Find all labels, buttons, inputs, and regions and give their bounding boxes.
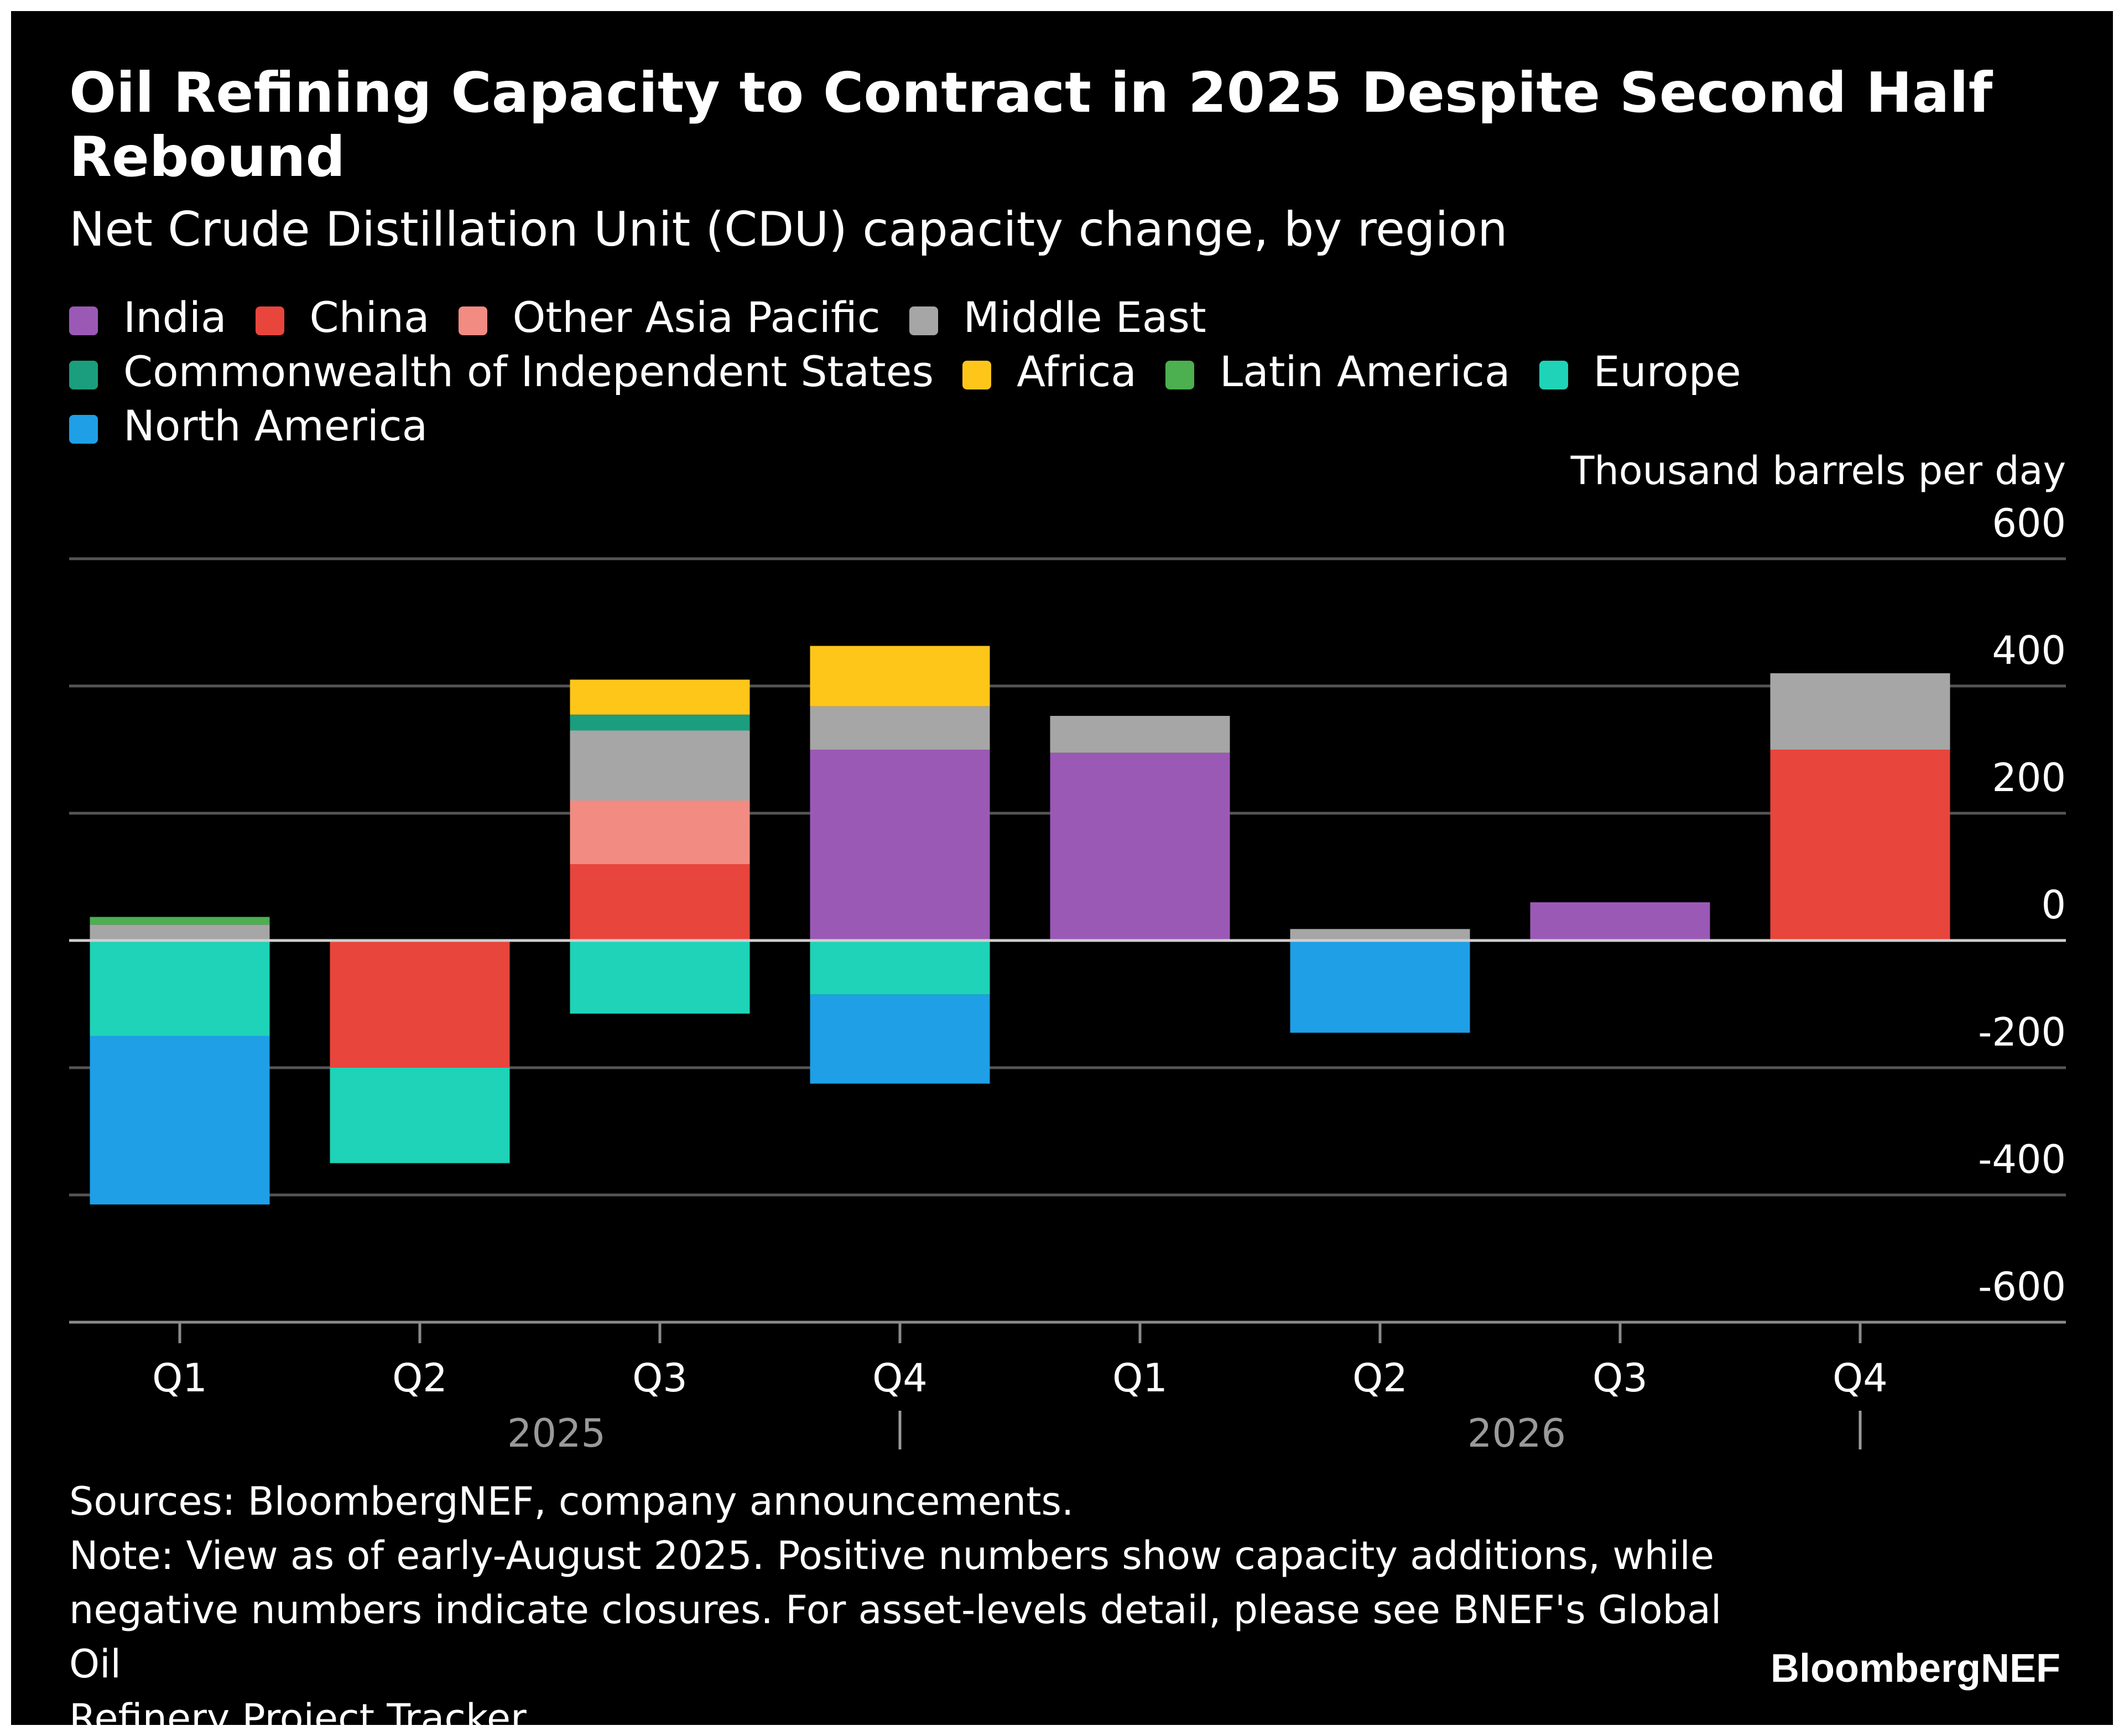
y-tick-label: 200 <box>1992 755 2066 801</box>
bar-segment <box>570 801 750 864</box>
legend-label: Africa <box>1017 347 1137 396</box>
x-tick-label: Q3 <box>1592 1355 1648 1401</box>
legend-label: Europe <box>1593 347 1741 396</box>
legend: India China Other Asia Pacific Middle East C… <box>69 290 2060 453</box>
bar-segment <box>90 924 270 940</box>
x-tick-label: Q3 <box>632 1355 688 1401</box>
legend-label: Commonwealth of Independent States <box>123 347 934 396</box>
legend-swatch <box>69 415 98 444</box>
bar-segment <box>810 940 990 995</box>
chart-frame: Oil Refining Capacity to Contract in 202… <box>11 11 2113 1725</box>
bar-segment <box>1050 716 1230 753</box>
bar-segment <box>90 1036 270 1205</box>
chart-plot: Thousand barrels per day 600 400 200 0 -200 -4… <box>69 448 2066 1456</box>
bar-segment <box>810 646 990 706</box>
x-tick-label: Q2 <box>392 1355 447 1401</box>
x-tick-label: Q1 <box>1112 1355 1168 1401</box>
legend-swatch <box>962 361 992 389</box>
y-tick-label: 400 <box>1992 628 2066 673</box>
bar-segment <box>330 1068 510 1163</box>
legend-swatch <box>69 361 98 389</box>
bar-segment <box>1290 940 1470 1033</box>
x-group-label: 2025 <box>507 1411 606 1456</box>
legend-row: India China Other Asia Pacific Middle East <box>69 290 2060 345</box>
note-text-line-3: Refinery Project Tracker. <box>69 1696 535 1725</box>
legend-label: Latin America <box>1219 347 1511 396</box>
bar-segment <box>1290 929 1470 940</box>
legend-swatch <box>255 306 284 335</box>
legend-item: Latin America <box>1165 345 1511 399</box>
legend-swatch <box>69 306 98 335</box>
bar-segment <box>1770 750 1950 940</box>
brand-logo-text: BloombergNEF <box>1770 1646 2060 1691</box>
legend-swatch <box>1165 361 1194 389</box>
bar-segment <box>90 940 270 1036</box>
bar-segment <box>810 706 990 750</box>
legend-item: Africa <box>962 345 1137 399</box>
legend-item: North America <box>69 399 428 453</box>
legend-item: India <box>69 290 227 345</box>
legend-label: India <box>123 293 227 342</box>
bar-segment <box>570 714 750 731</box>
legend-row: North America <box>69 399 2060 453</box>
legend-row: Commonwealth of Independent States Africa… <box>69 345 2060 399</box>
x-tick-label: Q4 <box>1833 1355 1888 1401</box>
x-tick-label: Q1 <box>152 1355 207 1401</box>
legend-label: China <box>309 293 430 342</box>
note-text-line-1: Note: View as of early-August 2025. Posi… <box>69 1533 1715 1578</box>
note-text-line-2: negative numbers indicate closures. For … <box>69 1587 1722 1687</box>
chart-subtitle: Net Crude Distillation Unit (CDU) capaci… <box>69 202 1508 257</box>
legend-item: Europe <box>1539 345 1741 399</box>
bar-segment <box>570 940 750 1014</box>
x-group-label: 2026 <box>1467 1411 1566 1456</box>
bar-segment <box>810 750 990 940</box>
bar-segment <box>1770 673 1950 750</box>
bar-segment <box>810 994 990 1084</box>
legend-swatch <box>1539 361 1568 389</box>
chart-title: Oil Refining Capacity to Contract in 202… <box>69 60 1993 189</box>
y-tick-label: -200 <box>1978 1010 2066 1055</box>
y-tick-label: -400 <box>1978 1137 2066 1182</box>
legend-label: Other Asia Pacific <box>512 293 881 342</box>
bar-segment <box>1050 752 1230 940</box>
bar-segment <box>570 864 750 940</box>
x-tick-label: Q4 <box>872 1355 928 1401</box>
y-axis-unit-label: Thousand barrels per day <box>1570 448 2066 493</box>
legend-item: Middle East <box>909 290 1206 345</box>
footer-notes: Sources: BloombergNEF, company announcem… <box>69 1474 1784 1725</box>
bar-segment <box>90 917 270 925</box>
legend-label: North America <box>123 401 428 450</box>
legend-swatch <box>909 306 938 335</box>
bar-segment <box>1530 902 1710 940</box>
y-tick-label: 0 <box>2041 882 2066 928</box>
legend-swatch <box>458 306 487 335</box>
bar-segment <box>570 730 750 801</box>
legend-item: Commonwealth of Independent States <box>69 345 934 399</box>
x-tick-label: Q2 <box>1352 1355 1408 1401</box>
legend-item: Other Asia Pacific <box>458 290 881 345</box>
y-tick-label: -600 <box>1978 1264 2066 1309</box>
legend-label: Middle East <box>963 293 1206 342</box>
bar-segment <box>330 940 510 1068</box>
y-tick-label: 600 <box>1992 501 2066 546</box>
bar-segment <box>570 679 750 715</box>
legend-item: China <box>255 290 430 345</box>
sources-text: Sources: BloombergNEF, company announcem… <box>69 1479 1074 1524</box>
